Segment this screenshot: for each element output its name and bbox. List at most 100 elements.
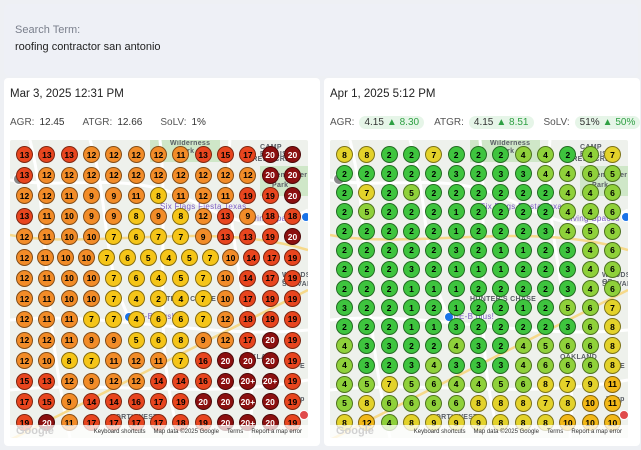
- rank-dot[interactable]: 17: [239, 331, 257, 349]
- rank-dot[interactable]: 17: [239, 146, 257, 163]
- rank-dot[interactable]: 2: [514, 318, 532, 336]
- rank-dot[interactable]: 3: [447, 318, 465, 336]
- map-footer-link[interactable]: Terms: [546, 428, 564, 435]
- rank-dot[interactable]: 1: [447, 260, 465, 278]
- rank-dot[interactable]: 13: [16, 166, 33, 184]
- rank-dot[interactable]: 2: [403, 241, 420, 259]
- rank-dot[interactable]: 6: [127, 269, 145, 287]
- rank-dot[interactable]: 5: [127, 331, 145, 349]
- rank-dot[interactable]: 11: [105, 352, 123, 370]
- rank-dot[interactable]: 11: [38, 207, 56, 225]
- rank-dot[interactable]: 14: [239, 269, 257, 287]
- rank-dot[interactable]: 5: [358, 203, 376, 221]
- rank-dot[interactable]: 7: [604, 299, 621, 317]
- rank-dot[interactable]: 13: [217, 207, 234, 225]
- rank-dot[interactable]: 3: [403, 356, 420, 374]
- rank-dot[interactable]: 8: [514, 394, 532, 412]
- rank-dot[interactable]: 6: [604, 280, 621, 297]
- rank-dot[interactable]: 1: [447, 222, 465, 240]
- rank-dot[interactable]: 2: [425, 337, 443, 355]
- rank-dot[interactable]: 2: [336, 241, 353, 259]
- rank-dot[interactable]: 2: [514, 280, 532, 297]
- rank-dot[interactable]: 3: [492, 165, 510, 183]
- rank-dot[interactable]: 7: [172, 228, 190, 246]
- rank-dot[interactable]: 7: [425, 146, 443, 163]
- rank-dot[interactable]: 5: [172, 269, 190, 287]
- rank-dot[interactable]: 2: [380, 184, 398, 202]
- rank-dot[interactable]: 8: [604, 337, 621, 355]
- rank-dot[interactable]: 12: [127, 372, 145, 390]
- rank-dot[interactable]: 3: [559, 260, 577, 278]
- rank-dot[interactable]: 6: [559, 337, 577, 355]
- rank-dot[interactable]: 19: [239, 187, 257, 205]
- rank-dot[interactable]: 2: [470, 280, 487, 297]
- rank-dot[interactable]: 12: [194, 207, 212, 225]
- rank-dot[interactable]: 13: [60, 146, 78, 163]
- rank-dot[interactable]: 1: [514, 241, 532, 259]
- rank-dot[interactable]: 12: [16, 290, 33, 308]
- rank-dot[interactable]: 19: [261, 290, 279, 308]
- rank-dot[interactable]: 12: [16, 310, 33, 328]
- rank-dot[interactable]: 6: [447, 394, 465, 412]
- rank-dot[interactable]: 12: [127, 166, 145, 184]
- rank-dot[interactable]: 2: [514, 184, 532, 202]
- rank-dot[interactable]: 17: [239, 290, 257, 308]
- rank-dot[interactable]: 8: [358, 394, 376, 412]
- rank-dot[interactable]: 11: [38, 269, 56, 287]
- rank-dot[interactable]: 2: [358, 280, 376, 297]
- rank-dot[interactable]: 2: [470, 299, 487, 317]
- rank-dot[interactable]: 7: [83, 352, 100, 370]
- rank-dot[interactable]: 1: [514, 299, 532, 317]
- rank-dot[interactable]: 9: [194, 228, 212, 246]
- rank-dot[interactable]: 2: [425, 222, 443, 240]
- rank-dot[interactable]: 2: [380, 222, 398, 240]
- rank-dot[interactable]: 12: [38, 331, 56, 349]
- rank-dot[interactable]: 2: [403, 165, 420, 183]
- rank-dot[interactable]: 6: [604, 184, 621, 202]
- rank-dot[interactable]: 15: [217, 146, 234, 163]
- rank-dot[interactable]: 2: [403, 146, 420, 163]
- rank-dot[interactable]: 7: [194, 269, 212, 287]
- rank-dot[interactable]: 4: [559, 203, 577, 221]
- rank-dot[interactable]: 11: [38, 290, 56, 308]
- rank-dot[interactable]: 1: [403, 280, 420, 297]
- rank-dot[interactable]: 16: [194, 372, 212, 390]
- rank-dot[interactable]: 9: [60, 393, 78, 411]
- rank-dot[interactable]: 2: [336, 280, 353, 297]
- rank-dot[interactable]: 11: [38, 310, 56, 328]
- rank-dot[interactable]: 14: [150, 372, 167, 390]
- rank-dot[interactable]: 20: [261, 393, 279, 411]
- rank-dot[interactable]: 7: [172, 352, 190, 370]
- rank-dot[interactable]: 20+: [261, 372, 279, 390]
- rank-dot[interactable]: 5: [180, 249, 198, 267]
- rank-dot[interactable]: 11: [150, 352, 167, 370]
- rank-dot[interactable]: 12: [194, 166, 212, 184]
- rank-dot[interactable]: 9: [239, 207, 257, 225]
- rank-dot[interactable]: 5: [559, 299, 577, 317]
- rank-dot[interactable]: 7: [537, 394, 554, 412]
- rank-dot[interactable]: 19: [284, 310, 301, 328]
- rank-dot[interactable]: 2: [470, 222, 487, 240]
- rank-dot[interactable]: 20: [284, 166, 301, 184]
- rank-dot[interactable]: 4: [447, 337, 465, 355]
- rank-dot[interactable]: 2: [470, 203, 487, 221]
- rank-dot[interactable]: 14: [242, 249, 260, 267]
- rank-dot[interactable]: 2: [403, 222, 420, 240]
- rank-dot[interactable]: 8: [60, 352, 78, 370]
- rank-dot[interactable]: 12: [38, 187, 56, 205]
- rank-dot[interactable]: 10: [217, 290, 234, 308]
- rank-dot[interactable]: 10: [77, 249, 95, 267]
- rank-dot[interactable]: 1: [425, 318, 443, 336]
- rank-dot[interactable]: 10: [38, 352, 56, 370]
- rank-dot[interactable]: 13: [38, 372, 56, 390]
- rank-dot[interactable]: 19: [284, 352, 301, 370]
- rank-dot[interactable]: 4: [336, 375, 353, 393]
- rank-dot[interactable]: 11: [217, 187, 234, 205]
- rank-dot[interactable]: 2: [380, 318, 398, 336]
- rank-dot[interactable]: 13: [38, 146, 56, 163]
- rank-dot[interactable]: 6: [380, 394, 398, 412]
- rank-grid-map[interactable]: CAMP BULLISFOREST CRESTWildernessParkEis…: [10, 140, 308, 438]
- rank-dot[interactable]: 4: [581, 184, 599, 202]
- rank-dot[interactable]: 12: [194, 187, 212, 205]
- rank-dot[interactable]: 20: [261, 352, 279, 370]
